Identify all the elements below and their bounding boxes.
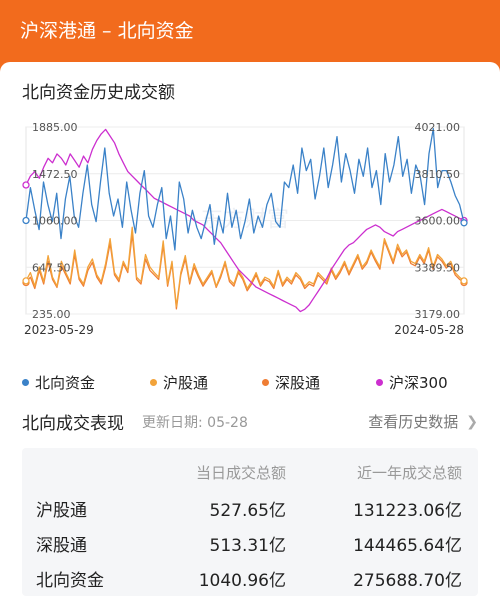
y-right-tick-label: 3179.00: [415, 308, 461, 321]
view-history-label: 查看历史数据: [368, 413, 459, 431]
y-left-tick-label: 235.00: [32, 308, 71, 321]
performance-table: 当日成交总额 近一年成交总额 沪股通 527.65亿 131223.06亿 深股…: [22, 448, 478, 596]
page-title: 沪深港通 – 北向资金: [20, 20, 194, 42]
x-tick-label-start: 2023-05-29: [24, 323, 94, 337]
series-line-0: [25, 128, 465, 251]
y-left-tick-label: 1885.00: [32, 121, 78, 134]
legend-label: 北向资金: [35, 374, 96, 392]
y-left-tick-label: 1472.50: [32, 168, 78, 181]
series-line-1: [25, 226, 465, 308]
y-left-tick-label: 647.50: [32, 261, 71, 274]
content-card: 北向资金历史成交额 东方财富 1885.00 4021.00 1472.50 3810.…: [0, 62, 500, 602]
row-label-northbound: 北向资金: [36, 571, 104, 591]
legend-item-shanghai-connect[interactable]: 沪股通: [150, 372, 208, 393]
x-tick-label-end: 2024-05-28: [394, 323, 464, 337]
cell-today-northbound: 1040.96亿: [198, 571, 286, 591]
legend-label: 沪股通: [163, 374, 209, 392]
y-right-tick-label: 3600.00: [415, 215, 461, 228]
series-start-point-1: [22, 277, 30, 285]
app-header: 沪深港通 – 北向资金: [0, 0, 500, 62]
legend-item-shenzhen-connect[interactable]: 深股通: [262, 372, 320, 393]
legend-dot-icon: [150, 379, 157, 386]
y-right-tick-label: 3389.50: [415, 261, 461, 274]
performance-section-title: 北向成交表现: [22, 414, 124, 434]
column-header-year: 近一年成交总额: [356, 464, 462, 482]
legend-label: 沪深300: [389, 374, 448, 392]
y-left-tick-label: 1060.00: [32, 215, 78, 228]
chevron-right-icon: ❯: [466, 413, 478, 430]
row-label-shanghai: 沪股通: [36, 501, 87, 521]
y-right-tick-label: 3810.50: [415, 168, 461, 181]
series-end-point-1: [460, 277, 468, 285]
legend-label: 深股通: [275, 374, 321, 392]
legend-dot-icon: [22, 379, 29, 386]
legend-dot-icon: [376, 379, 383, 386]
legend-item-northbound[interactable]: 北向资金: [22, 372, 95, 393]
series-start-point-0: [22, 216, 30, 225]
series-end-point-0: [460, 219, 468, 227]
series-line-3: [25, 128, 465, 313]
legend-item-csi300[interactable]: 沪深300: [376, 372, 448, 393]
legend-dot-icon: [262, 379, 269, 386]
cell-year-shenzhen: 144465.64亿: [353, 536, 462, 556]
cell-today-shenzhen: 513.31亿: [209, 536, 286, 556]
performance-header: 北向成交表现 更新日期: 05-28 查看历史数据 ❯: [0, 409, 500, 434]
cell-year-northbound: 275688.70亿: [353, 571, 462, 591]
cell-year-shanghai: 131223.06亿: [353, 501, 462, 521]
cell-today-shanghai: 527.65亿: [209, 501, 286, 521]
view-history-link[interactable]: 查看历史数据 ❯: [368, 411, 478, 432]
column-header-today: 当日成交总额: [195, 464, 286, 482]
chart-legend: 北向资金 沪股通 深股通 沪深300: [0, 372, 500, 396]
series-start-point-3: [22, 181, 30, 189]
series-line-2: [25, 233, 465, 310]
y-right-tick-label: 4021.00: [415, 121, 461, 134]
update-date: 更新日期: 05-28: [142, 415, 248, 431]
history-section-title: 北向资金历史成交额: [22, 83, 175, 103]
row-label-shenzhen: 深股通: [36, 536, 87, 556]
